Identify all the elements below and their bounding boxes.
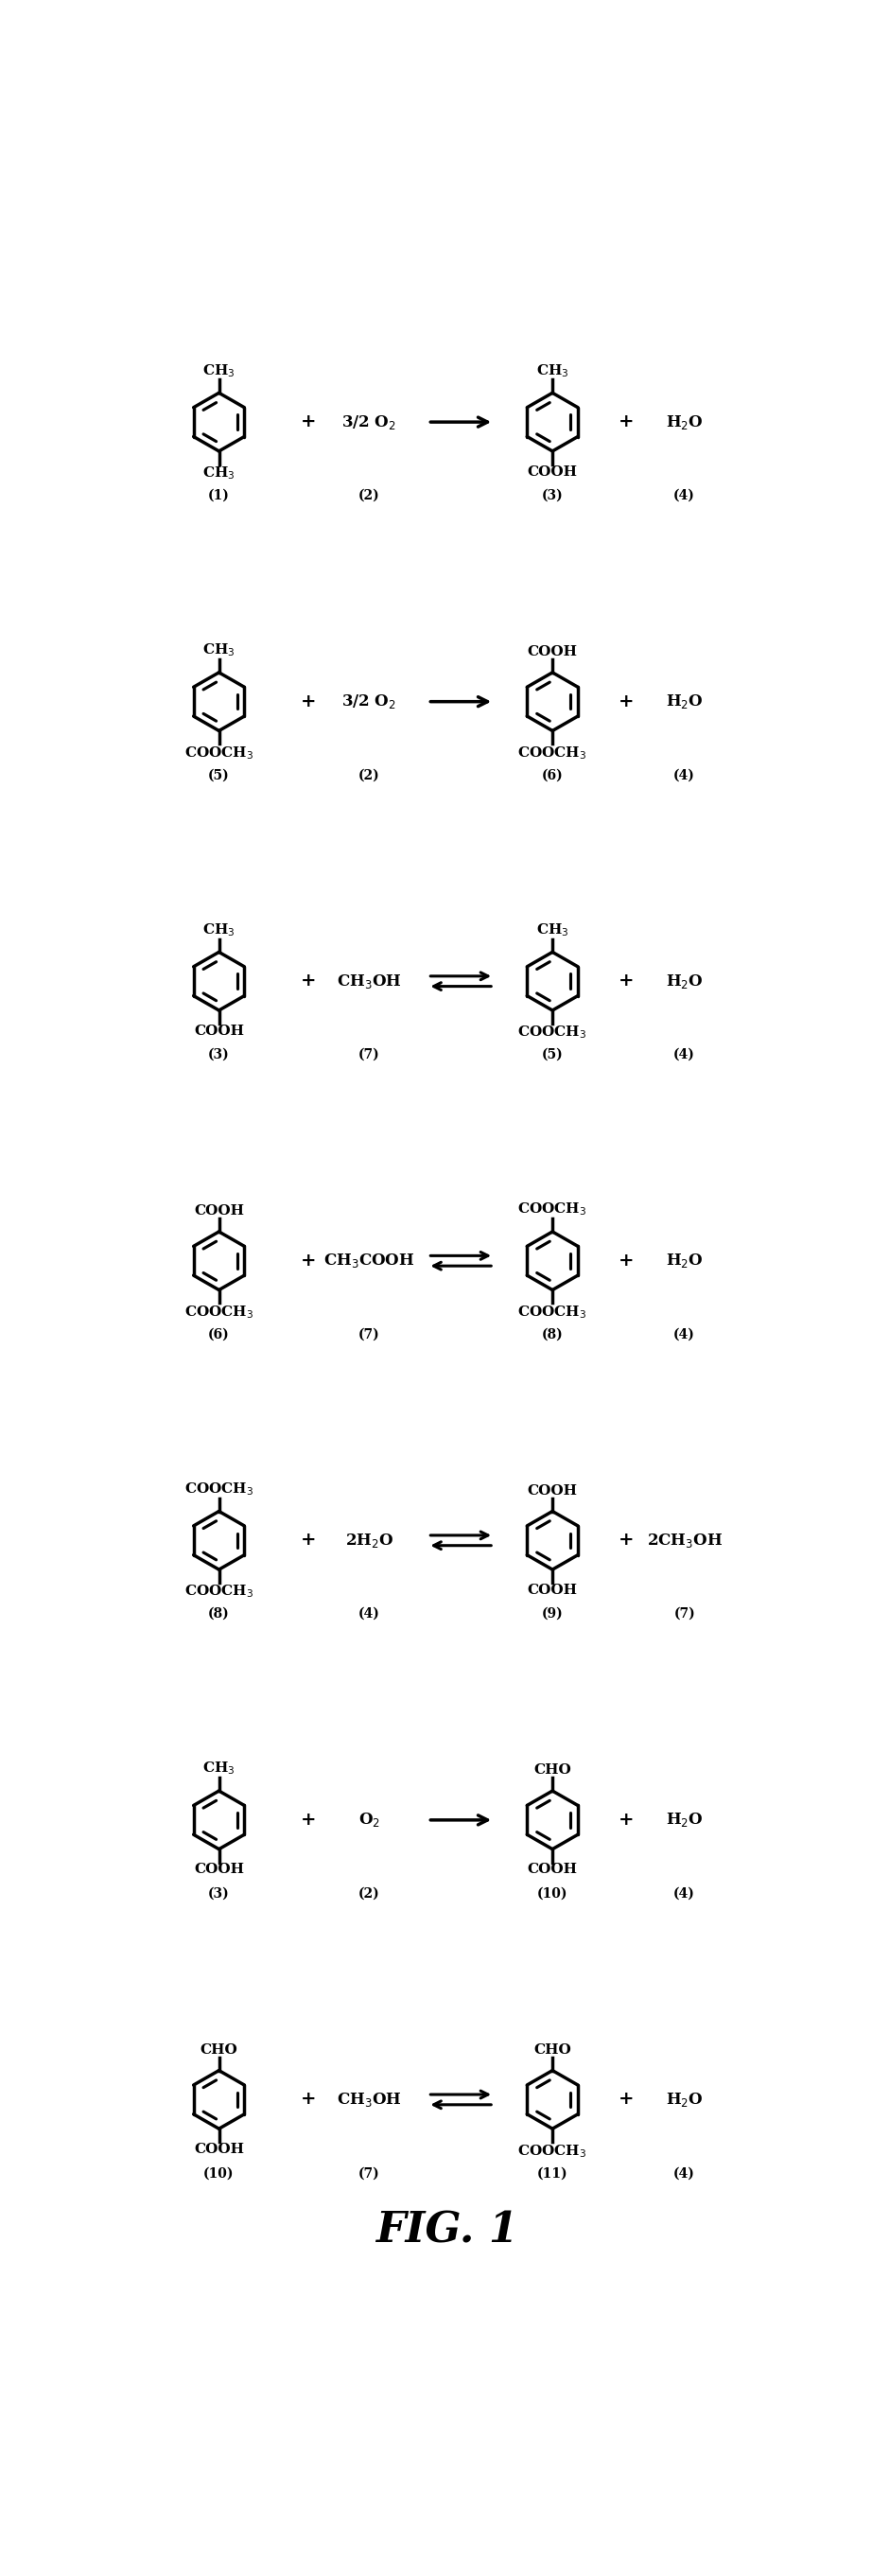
Text: +: + <box>301 1811 317 1829</box>
Text: COOH: COOH <box>528 466 577 479</box>
Text: COOH: COOH <box>194 1025 244 1038</box>
Text: (7): (7) <box>358 1048 380 1061</box>
Text: (5): (5) <box>208 768 229 783</box>
Text: COOH: COOH <box>528 1484 577 1497</box>
Text: COOCH$_3$: COOCH$_3$ <box>518 1200 587 1218</box>
Text: COOCH$_3$: COOCH$_3$ <box>518 1303 587 1321</box>
Text: (9): (9) <box>542 1607 563 1620</box>
Text: H$_2$O: H$_2$O <box>665 412 703 430</box>
Text: (7): (7) <box>674 1607 695 1620</box>
Text: (2): (2) <box>358 489 380 502</box>
Text: +: + <box>301 1533 317 1548</box>
Text: 2H$_2$O: 2H$_2$O <box>345 1530 393 1548</box>
Text: CH$_3$: CH$_3$ <box>202 641 235 659</box>
Text: H$_2$O: H$_2$O <box>665 1811 703 1829</box>
Text: +: + <box>618 415 634 430</box>
Text: CH$_3$: CH$_3$ <box>536 922 569 938</box>
Text: +: + <box>301 693 317 711</box>
Text: +: + <box>618 974 634 989</box>
Text: +: + <box>301 2092 317 2107</box>
Text: CH$_3$COOH: CH$_3$COOH <box>324 1252 415 1270</box>
Text: COOH: COOH <box>194 1206 244 1218</box>
Text: COOCH$_3$: COOCH$_3$ <box>518 1025 587 1041</box>
Text: (3): (3) <box>208 1048 229 1061</box>
Text: (6): (6) <box>208 1327 229 1342</box>
Text: COOH: COOH <box>194 1862 244 1875</box>
Text: COOCH$_3$: COOCH$_3$ <box>184 1481 254 1497</box>
Text: (3): (3) <box>542 489 563 502</box>
Text: (10): (10) <box>203 2166 235 2179</box>
Text: CH$_3$: CH$_3$ <box>202 922 235 938</box>
Text: (8): (8) <box>208 1607 229 1620</box>
Text: CH$_3$: CH$_3$ <box>202 363 235 379</box>
Text: (7): (7) <box>358 1327 380 1342</box>
Text: CHO: CHO <box>201 2043 238 2056</box>
Text: O$_2$: O$_2$ <box>358 1811 380 1829</box>
Text: +: + <box>618 1811 634 1829</box>
Text: CH$_3$OH: CH$_3$OH <box>337 2092 402 2110</box>
Text: (4): (4) <box>673 2166 695 2179</box>
Text: COOCH$_3$: COOCH$_3$ <box>184 1303 254 1321</box>
Text: (3): (3) <box>208 1888 229 1901</box>
Text: (6): (6) <box>542 768 563 783</box>
Text: (5): (5) <box>542 1048 563 1061</box>
Text: (8): (8) <box>542 1327 563 1342</box>
Text: +: + <box>301 415 317 430</box>
Text: CH$_3$: CH$_3$ <box>202 466 235 482</box>
Text: 2CH$_3$OH: 2CH$_3$OH <box>646 1530 722 1548</box>
Text: (4): (4) <box>673 489 695 502</box>
Text: 3/2 O$_2$: 3/2 O$_2$ <box>342 412 397 430</box>
Text: COOCH$_3$: COOCH$_3$ <box>184 1584 254 1600</box>
Text: COOCH$_3$: COOCH$_3$ <box>518 2143 587 2159</box>
Text: FIG. 1: FIG. 1 <box>376 2210 518 2251</box>
Text: +: + <box>618 1533 634 1548</box>
Text: (1): (1) <box>208 489 229 502</box>
Text: H$_2$O: H$_2$O <box>665 1252 703 1270</box>
Text: (10): (10) <box>537 1888 568 1901</box>
Text: COOH: COOH <box>194 2143 244 2156</box>
Text: H$_2$O: H$_2$O <box>665 693 703 711</box>
Text: +: + <box>618 2092 634 2107</box>
Text: COOH: COOH <box>528 647 577 659</box>
Text: 3/2 O$_2$: 3/2 O$_2$ <box>342 693 397 711</box>
Text: (4): (4) <box>358 1607 380 1620</box>
Text: +: + <box>301 1252 317 1270</box>
Text: CHO: CHO <box>534 1765 571 1777</box>
Text: (2): (2) <box>358 768 380 783</box>
Text: (4): (4) <box>673 768 695 783</box>
Text: COOH: COOH <box>528 1862 577 1875</box>
Text: H$_2$O: H$_2$O <box>665 971 703 989</box>
Text: (2): (2) <box>358 1888 380 1901</box>
Text: COOH: COOH <box>528 1584 577 1597</box>
Text: CH$_3$: CH$_3$ <box>536 363 569 379</box>
Text: CH$_3$OH: CH$_3$OH <box>337 971 402 989</box>
Text: (7): (7) <box>358 2166 380 2179</box>
Text: (4): (4) <box>673 1327 695 1342</box>
Text: H$_2$O: H$_2$O <box>665 2092 703 2110</box>
Text: CHO: CHO <box>534 2043 571 2056</box>
Text: +: + <box>618 693 634 711</box>
Text: +: + <box>618 1252 634 1270</box>
Text: (4): (4) <box>673 1888 695 1901</box>
Text: +: + <box>301 974 317 989</box>
Text: CH$_3$: CH$_3$ <box>202 1759 235 1777</box>
Text: COOCH$_3$: COOCH$_3$ <box>518 744 587 762</box>
Text: (11): (11) <box>537 2166 568 2179</box>
Text: (4): (4) <box>673 1048 695 1061</box>
Text: COOCH$_3$: COOCH$_3$ <box>184 744 254 762</box>
